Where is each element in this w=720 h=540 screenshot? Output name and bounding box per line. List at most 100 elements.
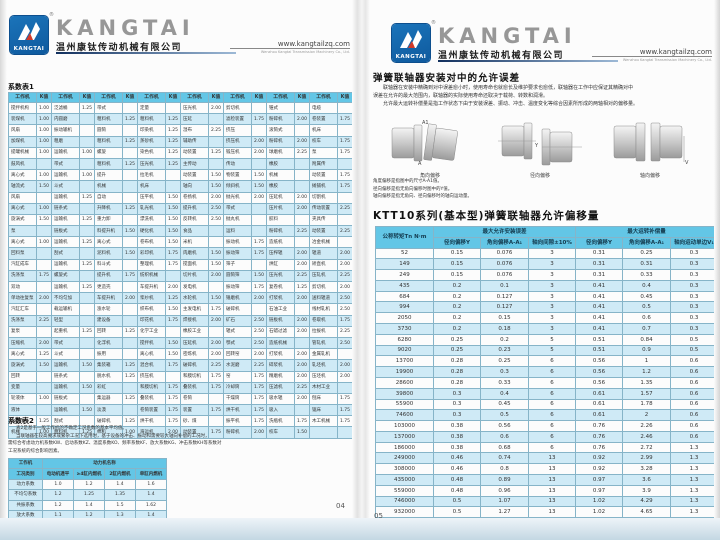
cell: 蒸砂机	[137, 135, 166, 148]
cell: 0.8	[480, 463, 529, 475]
ktt10-offset-table: 公称转矩Tn N·m 最大允许安装误差 最大运转补偿量 径向偏移Y 角向偏移A-…	[375, 226, 719, 540]
cell: 破碎机	[180, 359, 209, 372]
header-rule	[438, 60, 618, 62]
cell: 工作机	[51, 92, 80, 103]
cell	[36, 247, 52, 260]
cell: 1	[622, 355, 671, 368]
cell: 1.78	[622, 398, 671, 411]
table-row: 工况类别 电动机透平 ≥4缸内燃机 2缸内燃机 单缸内燃机	[8, 468, 167, 480]
cell: 0.6	[669, 430, 719, 443]
table1-title: 系数表1	[8, 83, 34, 91]
cell: 1.35	[622, 376, 671, 389]
cell: 叠装机	[137, 392, 166, 406]
cell: 1.50	[165, 202, 181, 215]
cell: 1.50	[165, 225, 181, 238]
cell: 1.75	[165, 314, 181, 327]
cell: 线材轧机	[309, 303, 338, 316]
cell: 0.46	[433, 452, 481, 465]
cell: 0.3	[669, 269, 719, 281]
table-row: 泵链板式 料提升机 1.50 硬化机 1.50 食品 运料 粉碎机 2.25 动装置 2.25	[8, 225, 353, 238]
cell: 链条式	[51, 202, 80, 215]
cell: 压片机	[266, 202, 295, 215]
cell: 矫直机	[309, 258, 338, 271]
cell	[79, 124, 95, 137]
header-rule	[56, 52, 236, 54]
company-name: 温州康钛传动机械有限公司	[438, 51, 565, 61]
intro-paragraph: 联轴器在安装中精确到对中误差愈小时，使用寿命也就愈长及维护要求也愈低，联轴器在工…	[373, 84, 713, 108]
cell: 升降机	[94, 202, 123, 215]
cell: 0.3	[669, 301, 719, 314]
cell	[294, 157, 310, 171]
cell: 74600	[375, 409, 434, 422]
cell: ≥4缸内燃机	[73, 468, 105, 480]
cell: 1.75	[208, 303, 224, 316]
axial-move-header: 轴向运动单边V₁	[669, 236, 719, 249]
cell: 52	[375, 247, 434, 260]
cell: 烘缸	[266, 258, 295, 271]
cell: 0.2	[480, 333, 529, 346]
cell: 1.25	[122, 370, 138, 383]
cell: 搅面机	[180, 258, 209, 271]
cell: 932000	[375, 506, 434, 519]
cell: 挤压机	[137, 370, 166, 383]
cell: 1.00	[36, 135, 52, 148]
brand-title: KANGTAI	[438, 24, 577, 48]
cell: 0.5	[480, 409, 529, 422]
cell: 辅助传	[180, 135, 209, 148]
cell: 1.50	[79, 359, 95, 372]
table-row: 轮液体 1.00 链板式 集运器 1.25 叠装机 1.75 卷筒 干燥筒 1.75 吸水辊 2.00…	[8, 392, 353, 406]
cell: 6280	[375, 333, 434, 346]
cell: 2.00	[294, 202, 310, 215]
cell: 汽缸成车	[8, 258, 37, 271]
cell: 工作机	[8, 92, 37, 103]
cell: 13	[528, 495, 576, 508]
cell	[337, 101, 353, 115]
company-name: 温州康钛传动机械有限公司	[56, 43, 183, 53]
cell: 0.31	[575, 269, 623, 281]
cell: 和膜切机	[137, 381, 166, 394]
cell: 1.75	[337, 180, 353, 193]
table-row: 9020 0.25 0.23 5 0.51 0.9 0.5	[375, 344, 719, 357]
cell: 3	[528, 247, 576, 260]
cell	[122, 404, 138, 417]
cell	[165, 325, 181, 338]
cell	[294, 124, 310, 137]
cell: 0.3	[669, 312, 719, 325]
cell: 6	[528, 430, 576, 443]
table-row: 932000 0.5 1.27 13 1.02 4.65 1.3	[375, 506, 719, 519]
cell	[165, 370, 181, 383]
cell: 振动筛	[223, 280, 252, 294]
cell: 6	[528, 420, 576, 432]
svg-text:V: V	[685, 160, 689, 166]
cell: 粉碎机	[223, 426, 252, 439]
cell: 起重机	[51, 325, 80, 338]
website-link[interactable]: www.kangtailzq.com	[639, 48, 712, 56]
note-line: 径向偏移是指无角向偏移时图中的Y值。	[373, 186, 453, 192]
cell: 锥式	[266, 101, 295, 115]
cell	[122, 280, 138, 294]
cell: 1.75	[208, 426, 224, 439]
cell: 叠装机	[180, 381, 209, 394]
cell: 1.75	[251, 370, 267, 383]
cell: 0.076	[480, 258, 529, 271]
cell: 机床	[137, 180, 166, 193]
cell	[208, 392, 224, 406]
cell	[251, 157, 267, 171]
cell: 螺旋	[94, 146, 123, 159]
cell: 淡漠	[94, 404, 123, 417]
cell: 0.56	[575, 355, 623, 368]
table-row: 双动 运输机 1.25 更造壳 车提升机 2.00 发电机 振动筛 1.75 复卷机 1.25 剪切机…	[8, 280, 353, 294]
website-link[interactable]: www.kangtailzq.com	[277, 40, 350, 48]
cell: 运输机	[51, 359, 80, 372]
bottom-band	[0, 518, 720, 540]
cell: 55900	[375, 398, 434, 411]
cell: 运输机	[51, 381, 80, 394]
header-right-page: KANGTAI 温州康钛传动机械有限公司	[438, 24, 577, 62]
cell: 装煤机	[8, 113, 37, 126]
cell: 2.00	[294, 247, 310, 260]
cell: 轴流式	[8, 180, 37, 193]
cell: 回料泵	[8, 247, 37, 260]
cell: 校车	[266, 426, 295, 439]
cell: 6	[528, 409, 576, 422]
cell: 1.4	[73, 499, 105, 511]
